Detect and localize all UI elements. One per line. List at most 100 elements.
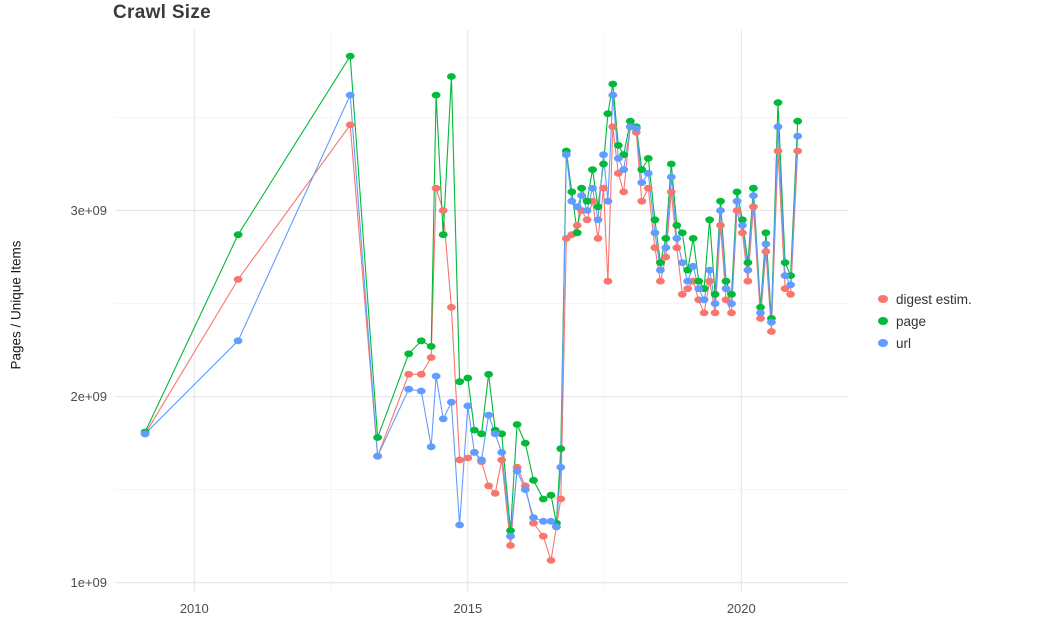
data-point-url (656, 266, 665, 274)
data-point-digest-estim (546, 557, 556, 564)
series-line-digest-estim (144, 123, 799, 561)
data-point-page (761, 229, 771, 237)
data-point-page (780, 259, 790, 266)
chart-title: Crawl Size (113, 2, 212, 23)
data-point-url (546, 517, 556, 525)
data-point-page (447, 73, 456, 80)
data-point-url (572, 203, 582, 211)
data-point-page (470, 426, 479, 434)
data-point-digest-estim (345, 121, 355, 129)
data-point-page (738, 216, 747, 224)
data-point-url (447, 398, 456, 406)
data-point-page (373, 434, 382, 441)
data-point-page (529, 476, 538, 484)
data-point-page (613, 142, 623, 149)
data-point-page (233, 231, 243, 239)
data-point-url (661, 244, 671, 252)
data-point-digest-estim (656, 277, 665, 285)
data-point-digest-estim (705, 277, 714, 285)
data-point-url (727, 300, 736, 307)
data-point-url (593, 216, 603, 224)
data-point-digest-estim (683, 285, 693, 293)
data-point-digest-estim (743, 277, 753, 285)
data-point-page (677, 229, 687, 237)
data-point-digest-estim (749, 203, 758, 211)
data-point-url (538, 517, 548, 525)
data-point-url (650, 229, 660, 237)
data-point-page (727, 290, 736, 298)
data-point-digest-estim (529, 519, 538, 527)
data-point-url (603, 197, 613, 205)
data-point-page (716, 197, 725, 205)
series-line-url (144, 94, 799, 537)
data-point-page (749, 184, 758, 192)
data-point-page (484, 370, 493, 378)
data-point-page (756, 303, 765, 311)
data-point-url (637, 179, 647, 187)
data-point-digest-estim (426, 354, 436, 361)
data-point-page (455, 378, 464, 386)
data-point-page (666, 160, 676, 168)
data-point-url (140, 430, 150, 438)
data-point-digest-estim (637, 197, 647, 205)
legend-label-page: page (896, 313, 927, 329)
data-point-page (661, 235, 671, 242)
data-point-url (426, 443, 436, 451)
data-point-page (577, 184, 586, 192)
data-point-url (699, 296, 709, 304)
x-tick-label: 2015 (453, 601, 482, 616)
data-point-page (538, 495, 548, 503)
data-point-url (631, 125, 641, 132)
data-point-digest-estim (786, 290, 795, 298)
data-point-page (588, 166, 597, 174)
data-point-url (793, 132, 803, 140)
data-point-url (666, 173, 676, 181)
data-point-url (506, 532, 515, 540)
data-point-url (732, 197, 742, 205)
x-tick-label: 2020 (727, 601, 756, 616)
data-point-url (672, 235, 682, 242)
data-point-url (345, 91, 355, 99)
data-point-page (345, 52, 355, 60)
data-point-url (683, 277, 693, 285)
y-tick-label: 1e+09 (70, 575, 107, 590)
data-point-url (743, 266, 753, 274)
data-point-digest-estim (438, 207, 448, 214)
data-point-digest-estim (490, 490, 500, 497)
data-point-digest-estim (538, 532, 548, 540)
data-point-digest-estim (233, 276, 243, 283)
data-point-url (404, 385, 414, 393)
data-point-url (749, 192, 758, 200)
data-point-url (773, 123, 783, 131)
data-point-page (608, 80, 618, 88)
data-point-page (404, 350, 414, 358)
data-point-url (490, 430, 500, 438)
data-point-url (643, 169, 653, 177)
data-point-url (710, 300, 720, 307)
legend-label-digest-estim: digest estim. (896, 291, 972, 307)
data-point-page (497, 430, 507, 438)
data-point-digest-estim (506, 542, 515, 549)
data-point-digest-estim (497, 456, 507, 464)
data-point-url (416, 387, 426, 395)
data-point-url (567, 197, 577, 205)
data-point-page (593, 203, 603, 211)
data-point-url (756, 309, 765, 317)
data-point-digest-estim (556, 495, 566, 503)
data-point-page (582, 197, 592, 205)
legend-key-url-icon (878, 339, 888, 347)
data-point-digest-estim (672, 244, 682, 252)
legend-item-page: page (878, 310, 972, 332)
data-point-digest-estim (431, 184, 441, 192)
x-tick-label: 2010 (180, 601, 209, 616)
y-tick-label: 3e+09 (70, 203, 107, 218)
data-point-digest-estim (699, 309, 709, 317)
legend-key-page-icon (878, 317, 888, 325)
data-point-url (373, 452, 382, 460)
data-point-url (438, 415, 448, 423)
data-point-digest-estim (643, 184, 653, 192)
data-point-url (688, 262, 698, 270)
data-point-digest-estim (661, 253, 671, 261)
data-point-page (512, 421, 522, 428)
data-point-url (431, 372, 441, 380)
